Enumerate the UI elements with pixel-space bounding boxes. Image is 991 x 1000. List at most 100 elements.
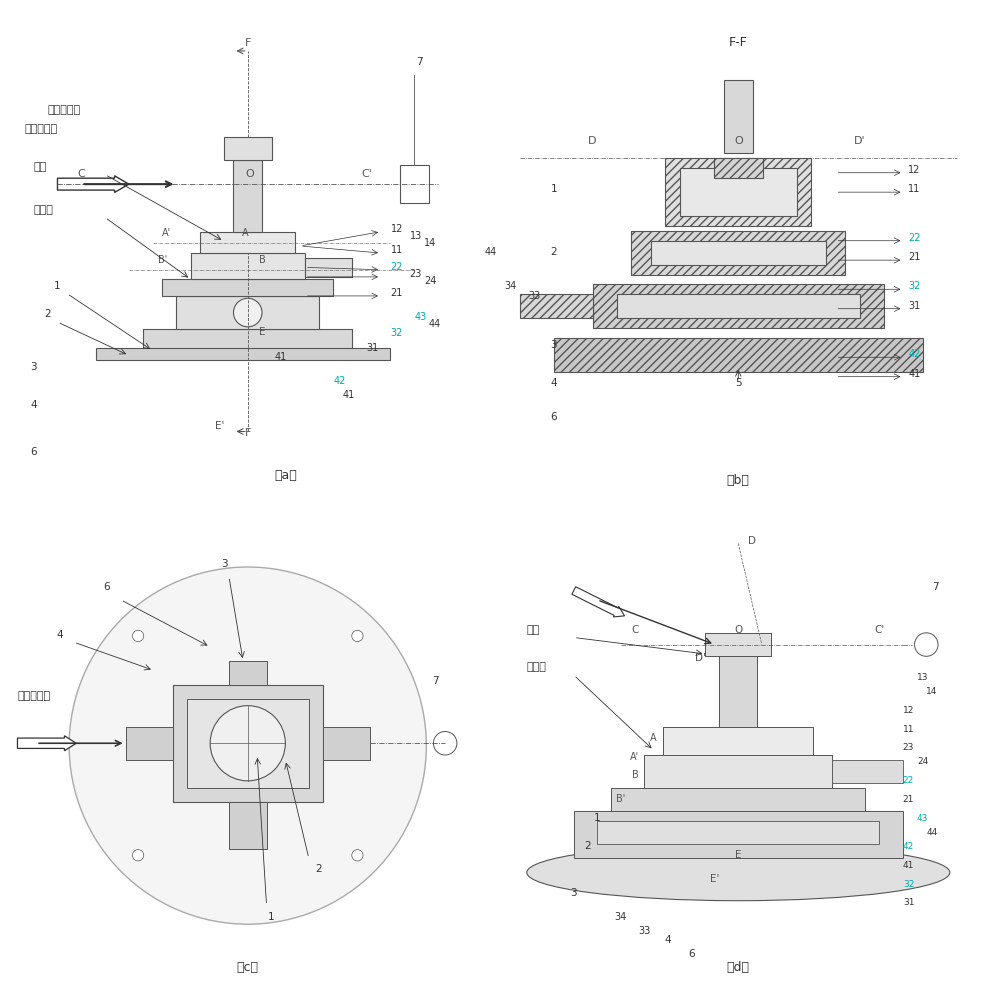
Bar: [616, 294, 860, 318]
Text: 22: 22: [390, 262, 403, 272]
Bar: [554, 338, 923, 372]
Text: F-F: F-F: [729, 36, 747, 49]
Text: 41: 41: [343, 390, 355, 400]
Text: （c）: （c）: [237, 961, 259, 974]
Text: 3: 3: [221, 559, 228, 569]
Text: 1: 1: [268, 912, 275, 922]
Text: 21: 21: [909, 252, 921, 262]
Text: 14: 14: [424, 238, 436, 248]
Bar: [832, 760, 903, 783]
Text: B: B: [259, 255, 266, 265]
Text: 2: 2: [550, 247, 557, 257]
Circle shape: [433, 732, 457, 755]
Text: 6: 6: [103, 582, 110, 592]
Text: 6: 6: [688, 949, 695, 959]
Text: B: B: [631, 770, 638, 780]
Text: 42: 42: [909, 349, 921, 359]
Text: 2: 2: [315, 864, 321, 874]
Text: 24: 24: [917, 757, 929, 766]
Text: 23: 23: [903, 743, 914, 752]
Text: 22: 22: [909, 233, 921, 243]
Text: 31: 31: [909, 301, 921, 311]
Text: 6: 6: [31, 447, 37, 457]
Bar: [706, 633, 771, 656]
Text: 22: 22: [903, 776, 914, 785]
Text: 入射中子束: 入射中子束: [24, 124, 57, 134]
Text: 3: 3: [571, 888, 577, 898]
Text: 21: 21: [390, 288, 402, 298]
Text: F: F: [245, 38, 251, 48]
Circle shape: [69, 567, 426, 924]
Text: 11: 11: [390, 245, 402, 255]
Text: 44: 44: [485, 247, 496, 257]
Text: 13: 13: [409, 231, 422, 241]
Text: 样品架: 样品架: [527, 662, 547, 672]
Text: A: A: [242, 228, 249, 238]
Bar: [224, 137, 272, 160]
Text: 7: 7: [432, 676, 439, 686]
Text: 32: 32: [909, 281, 921, 291]
Bar: [163, 279, 333, 296]
Text: （b）: （b）: [726, 474, 750, 487]
Text: 4: 4: [56, 630, 63, 640]
Text: 12: 12: [903, 706, 914, 715]
Text: 2: 2: [585, 841, 592, 851]
FancyArrow shape: [18, 736, 76, 751]
Text: B': B': [158, 255, 166, 265]
Bar: [666, 158, 811, 226]
Text: 31: 31: [367, 343, 379, 353]
Text: 3: 3: [31, 362, 37, 372]
Bar: [719, 656, 757, 727]
Text: 样品架: 样品架: [34, 205, 54, 215]
Text: 1: 1: [55, 281, 60, 291]
Text: E: E: [735, 850, 741, 860]
Text: 41: 41: [903, 861, 914, 870]
Text: 23: 23: [409, 269, 422, 279]
Text: 5: 5: [735, 378, 741, 388]
Circle shape: [133, 850, 144, 861]
Text: 31: 31: [903, 898, 915, 907]
Text: 43: 43: [414, 312, 426, 322]
Bar: [593, 284, 884, 328]
Text: 33: 33: [638, 926, 650, 936]
Text: F: F: [245, 428, 251, 438]
Circle shape: [210, 706, 285, 781]
Text: 44: 44: [428, 319, 441, 329]
Text: 样品: 样品: [34, 162, 47, 172]
Bar: [229, 802, 267, 849]
Bar: [680, 168, 797, 216]
Text: O: O: [246, 169, 255, 179]
Text: 入射中子束: 入射中子束: [18, 691, 51, 701]
Text: 4: 4: [31, 400, 37, 410]
Text: 11: 11: [903, 724, 915, 734]
Text: 12: 12: [909, 165, 921, 175]
Bar: [95, 348, 390, 360]
Text: E': E': [215, 421, 224, 431]
FancyArrow shape: [57, 176, 129, 192]
Circle shape: [234, 298, 262, 327]
Text: 42: 42: [333, 376, 346, 386]
Text: 4: 4: [550, 378, 557, 388]
Text: 33: 33: [528, 291, 540, 301]
Text: D': D': [696, 653, 707, 663]
Text: 样品: 样品: [527, 625, 540, 635]
Text: D: D: [748, 536, 756, 546]
Text: 32: 32: [903, 880, 914, 889]
Text: 13: 13: [917, 673, 929, 682]
Text: 42: 42: [903, 842, 914, 851]
Bar: [143, 329, 353, 351]
Text: 1: 1: [550, 184, 557, 194]
Text: D: D: [589, 136, 597, 146]
Text: 43: 43: [917, 814, 929, 823]
Text: 21: 21: [903, 795, 914, 804]
Text: （a）: （a）: [275, 469, 297, 482]
Bar: [176, 296, 319, 329]
Bar: [186, 699, 309, 788]
Text: C': C': [362, 169, 372, 179]
Circle shape: [915, 633, 938, 656]
Text: 7: 7: [933, 582, 939, 592]
Text: 44: 44: [927, 828, 937, 837]
Circle shape: [352, 850, 363, 861]
Circle shape: [352, 630, 363, 642]
Bar: [611, 788, 865, 811]
